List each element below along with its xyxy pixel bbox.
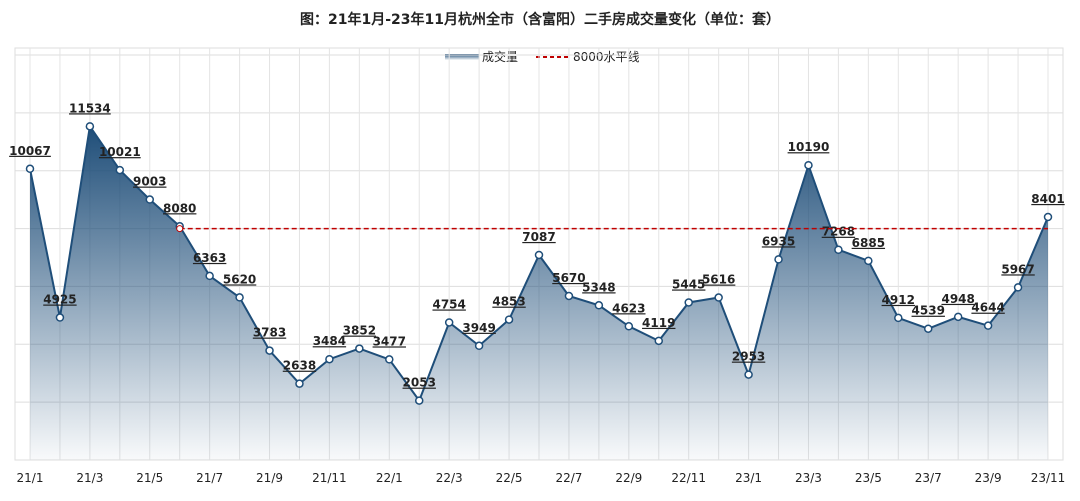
value-label: 4912: [882, 293, 915, 307]
x-tick-label: 23/3: [795, 471, 822, 485]
x-tick-label: 23/7: [915, 471, 942, 485]
x-tick-label: 22/7: [555, 471, 582, 485]
reference-point: [176, 225, 184, 233]
point: [594, 301, 604, 310]
point: [983, 321, 993, 330]
x-tick-label: 23/5: [855, 471, 882, 485]
point: [85, 122, 95, 131]
x-tick-label: 23/1: [735, 471, 762, 485]
point: [414, 396, 424, 405]
point: [1013, 283, 1023, 292]
point: [714, 293, 723, 302]
point: [235, 293, 244, 302]
point: [684, 298, 693, 307]
point: [1043, 212, 1053, 222]
value-label: 3477: [373, 334, 406, 348]
x-tick-label: 21/9: [256, 471, 283, 485]
value-label: 4644: [971, 301, 1004, 315]
value-label: 4948: [941, 292, 974, 306]
value-label: 2638: [283, 359, 316, 373]
x-tick-label: 23/9: [975, 471, 1002, 485]
point: [25, 164, 35, 174]
point: [624, 322, 634, 331]
x-tick-label: 21/11: [312, 471, 347, 485]
point: [564, 291, 574, 301]
point: [115, 165, 125, 175]
value-label: 5348: [582, 280, 615, 294]
value-label: 10021: [99, 145, 141, 159]
value-label: 4754: [432, 297, 465, 311]
x-tick-label: 22/3: [436, 471, 463, 485]
area: [30, 126, 1048, 460]
value-label: 11534: [69, 101, 111, 115]
x-tick-label: 21/3: [76, 471, 103, 485]
value-label: 2053: [403, 376, 436, 390]
x-tick-label: 22/11: [671, 471, 706, 485]
legend-swatch: [445, 54, 479, 60]
point: [444, 318, 454, 327]
value-label: 3949: [462, 321, 495, 335]
value-label: 8401: [1031, 192, 1064, 206]
point: [295, 379, 304, 388]
x-tick-label: 21/7: [196, 471, 223, 485]
point: [804, 160, 813, 170]
x-tick-label: 22/1: [376, 471, 403, 485]
value-label: 7087: [522, 230, 555, 244]
point: [265, 346, 274, 355]
value-label: 5670: [552, 271, 585, 285]
value-label: 4539: [912, 304, 945, 318]
point: [654, 336, 664, 346]
value-label: 8080: [163, 201, 196, 215]
point: [953, 312, 963, 322]
value-label: 9003: [133, 175, 166, 189]
value-label: 3852: [343, 324, 376, 338]
point: [894, 313, 903, 323]
point: [534, 250, 544, 260]
value-label: 5967: [1001, 262, 1034, 276]
value-label: 4925: [43, 293, 76, 307]
value-label: 5620: [223, 272, 256, 286]
x-tick-label: 21/5: [136, 471, 163, 485]
x-tick-label: 21/1: [17, 471, 44, 485]
value-label: 10067: [9, 144, 51, 158]
value-label: 6935: [762, 234, 795, 248]
value-label: 7268: [822, 225, 855, 239]
value-label: 6363: [193, 251, 226, 265]
value-label: 10190: [788, 140, 830, 154]
point: [55, 313, 65, 322]
value-label: 4119: [642, 316, 675, 330]
point: [355, 344, 364, 353]
point: [923, 324, 933, 333]
value-label: 5445: [672, 277, 705, 291]
point: [145, 195, 155, 204]
point: [504, 315, 514, 324]
point: [205, 271, 214, 281]
point: [744, 370, 753, 379]
value-label: 6885: [852, 236, 885, 250]
chart-title: 图：21年1月-23年11月杭州全市（含富阳）二手房成交量变化（单位：套）: [300, 11, 780, 28]
x-tick-label: 22/5: [496, 471, 523, 485]
legend-label: 成交量: [482, 49, 518, 64]
x-tick-label: 22/9: [615, 471, 642, 485]
x-tick-label: 23/11: [1031, 471, 1066, 485]
value-label: 4853: [492, 295, 525, 309]
value-label: 5616: [702, 273, 735, 287]
value-label: 2953: [732, 350, 765, 364]
point: [834, 245, 843, 254]
point: [474, 341, 484, 351]
point: [864, 256, 873, 266]
point: [774, 255, 783, 264]
point: [325, 354, 334, 364]
value-label: 4623: [612, 301, 645, 315]
legend-label: 8000水平线: [573, 50, 640, 64]
value-label: 3484: [313, 334, 346, 348]
value-label: 3783: [253, 326, 286, 340]
point: [385, 355, 394, 364]
